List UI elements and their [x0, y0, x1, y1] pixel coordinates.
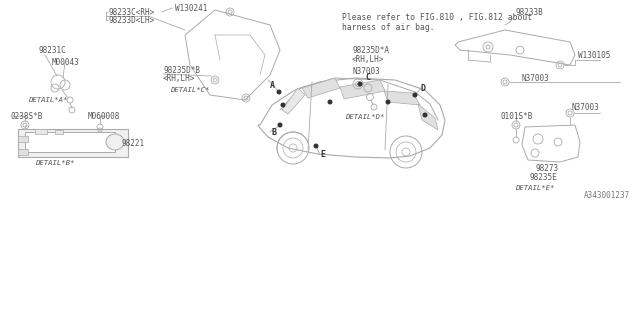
- Text: N37003: N37003: [522, 74, 550, 83]
- Text: 98221: 98221: [121, 139, 144, 148]
- Text: E: E: [320, 149, 325, 158]
- Bar: [55, 130, 63, 134]
- Text: M00043: M00043: [52, 58, 80, 67]
- Polygon shape: [302, 78, 340, 98]
- Circle shape: [386, 100, 390, 104]
- Text: 98235D*B: 98235D*B: [163, 66, 200, 75]
- Text: C: C: [365, 73, 370, 82]
- Circle shape: [358, 82, 362, 86]
- Polygon shape: [340, 80, 385, 99]
- Text: 98235E: 98235E: [530, 172, 557, 181]
- Text: A: A: [270, 81, 275, 90]
- Circle shape: [413, 93, 417, 97]
- Circle shape: [277, 90, 281, 94]
- Text: DETAIL*E*: DETAIL*E*: [515, 185, 554, 191]
- Text: N37003: N37003: [572, 102, 600, 111]
- Circle shape: [423, 113, 427, 117]
- Polygon shape: [418, 104, 438, 130]
- Text: DETAIL*C*: DETAIL*C*: [170, 87, 209, 93]
- Text: <RH,LH>: <RH,LH>: [352, 54, 385, 63]
- Text: A343001237: A343001237: [584, 190, 630, 199]
- Text: 98233D<LH>: 98233D<LH>: [108, 15, 154, 25]
- Text: N37003: N37003: [352, 67, 380, 76]
- Bar: [35, 129, 47, 134]
- Text: 98231C: 98231C: [38, 45, 66, 54]
- Circle shape: [314, 144, 318, 148]
- Bar: [25, 132, 115, 152]
- Polygon shape: [258, 78, 445, 158]
- Text: B: B: [271, 127, 276, 137]
- Text: W130241: W130241: [175, 4, 207, 12]
- Circle shape: [281, 103, 285, 107]
- Text: M060008: M060008: [88, 111, 120, 121]
- Text: D: D: [420, 84, 425, 92]
- Polygon shape: [185, 10, 280, 100]
- Polygon shape: [384, 91, 420, 105]
- Polygon shape: [455, 30, 575, 65]
- Text: 0238S*B: 0238S*B: [10, 111, 42, 121]
- Text: 98273: 98273: [535, 164, 558, 172]
- Text: 98235D*A: 98235D*A: [352, 45, 389, 54]
- Bar: [18, 149, 28, 155]
- Circle shape: [328, 100, 332, 104]
- Bar: [18, 129, 128, 157]
- Text: 98233B: 98233B: [515, 7, 543, 17]
- Text: 0101S*B: 0101S*B: [500, 111, 532, 121]
- Text: 98233C<RH>: 98233C<RH>: [108, 7, 154, 17]
- Text: DETAIL*A*: DETAIL*A*: [28, 97, 67, 103]
- Circle shape: [278, 123, 282, 127]
- Text: DETAIL*B*: DETAIL*B*: [35, 160, 74, 166]
- Polygon shape: [522, 125, 580, 162]
- Text: DETAIL*D*: DETAIL*D*: [345, 114, 385, 120]
- Text: W130105: W130105: [578, 51, 611, 60]
- Text: Please refer to FIG.810 , FIG.812 about
harness of air bag.: Please refer to FIG.810 , FIG.812 about …: [342, 13, 532, 32]
- Ellipse shape: [106, 134, 124, 150]
- Polygon shape: [282, 88, 305, 114]
- Bar: [18, 136, 28, 142]
- Text: <RH,LH>: <RH,LH>: [163, 74, 195, 83]
